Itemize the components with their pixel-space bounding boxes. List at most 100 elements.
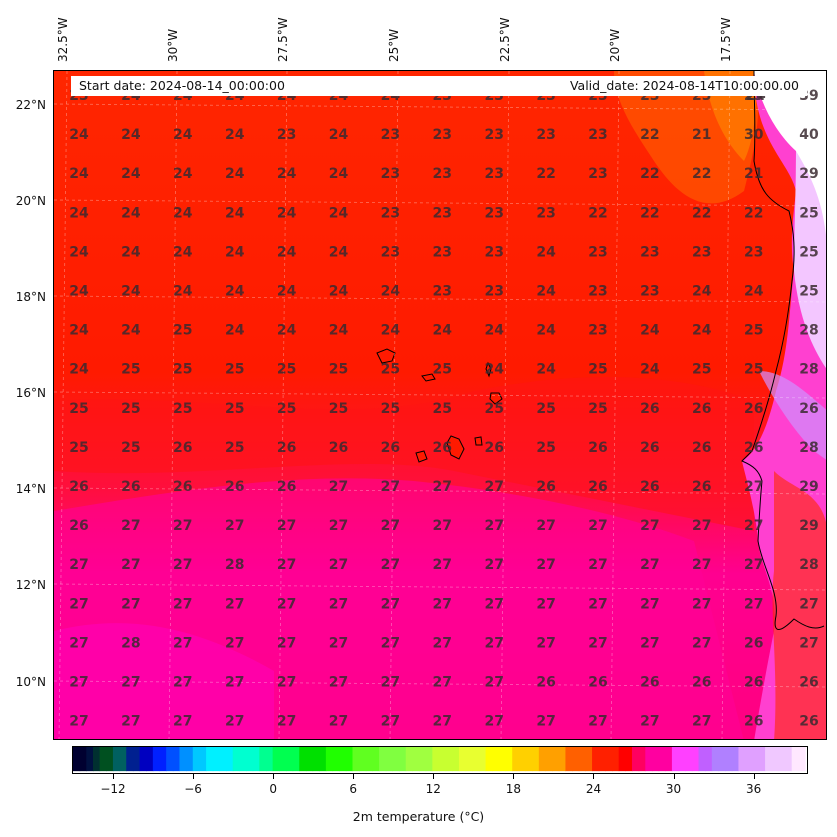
colorbar-tick	[113, 774, 115, 779]
temperature-value: 25	[329, 362, 348, 378]
temperature-value: 27	[640, 635, 659, 651]
temperature-value: 27	[588, 714, 607, 730]
warm-band	[54, 377, 754, 531]
latitude-label: 12°N	[15, 578, 46, 592]
colorbar-segment	[112, 747, 121, 772]
temperature-value: 27	[744, 557, 763, 573]
temperature-value: 24	[173, 127, 193, 143]
temperature-value: 24	[121, 166, 141, 182]
temperature-value: 23	[381, 205, 400, 221]
temperature-value: 27	[121, 596, 140, 612]
temperature-value: 27	[329, 675, 348, 691]
colorbar-segment	[665, 747, 673, 772]
sahara-hot	[754, 71, 826, 267]
temperature-value: 27	[744, 596, 763, 612]
temperature-value: 24	[121, 244, 141, 260]
colorbar-tick	[513, 774, 515, 779]
colorbar-segment	[305, 747, 314, 772]
temperature-value: 29	[799, 479, 818, 495]
colorbar-segment	[452, 747, 460, 772]
colorbar-tick	[193, 774, 195, 779]
colorbar-segment	[199, 747, 207, 772]
latitude-label: 10°N	[15, 675, 46, 689]
temperature-value: 24	[225, 244, 245, 260]
temperature-value: 25	[381, 362, 400, 378]
temperature-value: 26	[799, 401, 818, 417]
colorbar-segment	[259, 747, 267, 772]
colorbar-segment	[558, 747, 567, 772]
colorbar-tick	[673, 774, 675, 779]
temperature-value: 27	[225, 714, 244, 730]
temperature-value: 24	[69, 244, 89, 260]
temperature-value: 25	[536, 401, 555, 417]
temperature-value: 24	[277, 284, 297, 300]
temperature-value: 25	[69, 401, 88, 417]
temperature-value: 27	[277, 714, 296, 730]
temperature-value: 27	[225, 596, 244, 612]
colorbar-segment	[512, 747, 520, 772]
temperature-value: 26	[588, 479, 607, 495]
colorbar-segment	[492, 747, 500, 772]
temperature-value: 25	[381, 401, 400, 417]
temperature-value: 25	[588, 401, 607, 417]
colorbar-segment	[179, 747, 187, 772]
temperature-value: 24	[277, 166, 297, 182]
temperature-value: 25	[277, 401, 296, 417]
temperature-value: 26	[277, 479, 296, 495]
temperature-value: 27	[329, 557, 348, 573]
temperature-value: 23	[433, 205, 452, 221]
temperature-value: 23	[484, 284, 503, 300]
longitude-label: 27.5°W	[276, 17, 290, 62]
temperature-value: 27	[692, 714, 711, 730]
temperature-value: 27	[433, 557, 452, 573]
temperature-value: 24	[536, 362, 556, 378]
temperature-value: 26	[744, 714, 763, 730]
colorbar-tick-label: 36	[745, 782, 762, 796]
temperature-value: 27	[173, 635, 192, 651]
colorbar-segment	[159, 747, 167, 772]
latitude-label: 16°N	[15, 386, 46, 400]
island-santiago	[446, 435, 465, 460]
colorbar-segment	[399, 747, 407, 772]
temperature-value: 25	[121, 362, 140, 378]
colorbar-segment	[758, 747, 766, 772]
colorbar-tick-label: 0	[269, 782, 277, 796]
colorbar-segment	[478, 747, 487, 772]
temperature-value: 27	[277, 635, 296, 651]
temperature-value: 26	[536, 675, 555, 691]
temperature-value: 27	[329, 635, 348, 651]
colorbar-segment	[126, 747, 134, 772]
temperature-value: 26	[640, 440, 659, 456]
temperature-value: 24	[536, 323, 556, 339]
colorbar-segment	[785, 747, 793, 772]
temperature-value: 24	[69, 284, 89, 300]
temperature-value: 22	[588, 205, 607, 221]
longitude-label: 17.5°W	[719, 17, 733, 62]
temperature-value: 23	[588, 323, 607, 339]
temperature-value: 26	[692, 675, 711, 691]
temperature-value: 23	[277, 127, 296, 143]
temperature-value: 26	[433, 440, 452, 456]
colorbar-segment	[345, 747, 354, 772]
colorbar-segment	[731, 747, 740, 772]
temperature-value: 23	[588, 244, 607, 260]
temperature-value: 27	[381, 635, 400, 651]
temperature-value: 23	[588, 127, 607, 143]
temperature-value: 24	[484, 323, 504, 339]
temperature-value: 27	[588, 557, 607, 573]
colorbar-segment	[139, 747, 147, 772]
colorbar-segment	[651, 747, 660, 772]
temperature-value: 26	[692, 440, 711, 456]
colorbar-segment	[445, 747, 453, 772]
temperature-value: 25	[744, 362, 763, 378]
colorbar-segment	[106, 747, 114, 772]
temperature-value: 27	[277, 557, 296, 573]
temperature-value: 24	[536, 284, 556, 300]
island-sal	[485, 361, 492, 378]
temperature-value: 30	[744, 127, 764, 143]
temperature-value: 24	[69, 362, 89, 378]
temperature-value: 27	[173, 518, 192, 534]
temperature-value: 27	[799, 596, 818, 612]
